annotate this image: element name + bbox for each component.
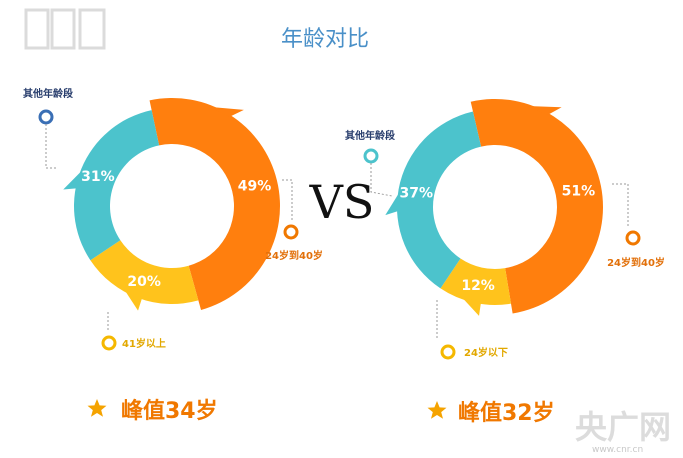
slice-percent-label: 20% (127, 274, 161, 290)
slice-percent-label: 37% (400, 186, 434, 202)
peak-age-label: 峰值32岁 (458, 400, 555, 426)
legend-right-under24: 24岁以下 (436, 300, 508, 360)
slice-pointer (63, 169, 84, 190)
donut-chart-right: 51% 12% 37% (385, 99, 603, 316)
legend-label: 24岁以下 (464, 346, 508, 359)
slice-pointer (124, 289, 143, 311)
peak-left: 峰值34岁 (87, 398, 218, 424)
slice-pointer (461, 297, 482, 316)
donut-chart-left: 49% 20% 31% (63, 98, 280, 311)
vs-label: VS (309, 175, 375, 229)
legend-left-41plus: 41岁以上 (101, 312, 166, 351)
star-icon (87, 399, 107, 417)
legend-marker (283, 224, 299, 240)
slice-percent-label: 51% (562, 183, 596, 199)
legend-label: 41岁以上 (122, 337, 166, 350)
legend-marker (38, 109, 54, 125)
slice-percent-label: 12% (461, 278, 495, 294)
corner-logo-icon (24, 8, 106, 50)
legend-label: 其他年龄段 (345, 129, 395, 142)
watermark-logo: 央广网 (575, 408, 671, 446)
slice-second (440, 258, 512, 305)
legend-label: 其他年龄段 (23, 87, 73, 100)
legend-label: 24岁到40岁 (607, 256, 665, 269)
legend-left-other: 其他年龄段 (23, 87, 73, 169)
legend-left-24to40: 24岁到40岁 (265, 179, 323, 262)
legend-marker (101, 335, 117, 351)
peak-right: 峰值32岁 (427, 400, 555, 426)
slice-24-40 (149, 98, 280, 311)
legend-right-other: 其他年龄段 (345, 129, 395, 197)
slice-pointer (209, 106, 244, 117)
watermark-url: www.cnr.cn (592, 445, 643, 455)
slice-pointer (527, 106, 562, 115)
peak-age-label: 峰值34岁 (121, 398, 218, 424)
slice-other (74, 110, 160, 261)
legend-label: 24岁到40岁 (265, 249, 323, 262)
slice-other (396, 111, 482, 289)
legend-right-24to40: 24岁到40岁 (607, 183, 665, 269)
slice-percent-label: 31% (81, 169, 115, 185)
chart-title: 年龄对比 (281, 27, 369, 52)
legend-marker (440, 344, 456, 360)
legend-marker (363, 148, 379, 164)
slice-24-40 (470, 99, 603, 314)
slice-second (90, 240, 199, 304)
star-icon (427, 401, 447, 419)
slice-percent-label: 49% (238, 179, 272, 195)
slice-pointer (385, 190, 401, 216)
legend-marker (625, 230, 641, 246)
